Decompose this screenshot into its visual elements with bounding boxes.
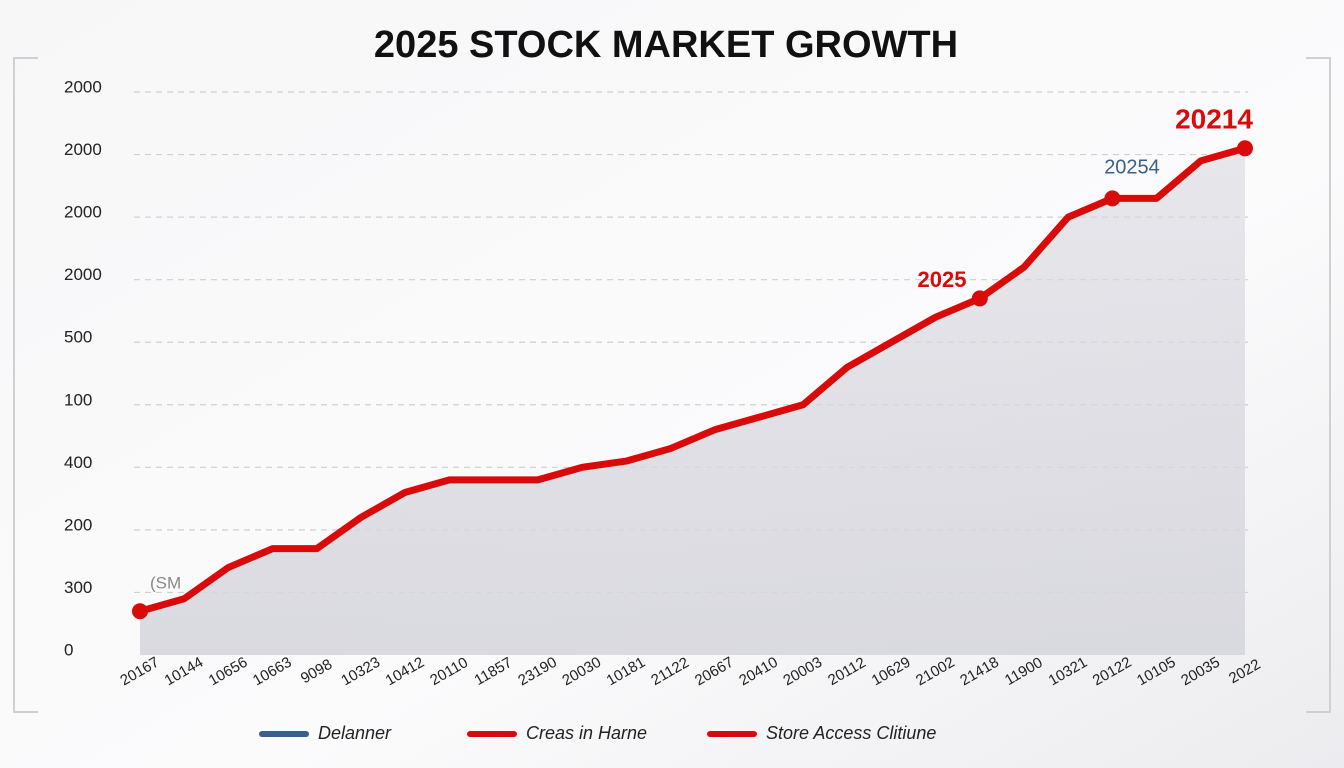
legend-label: Creas in Harne [526, 723, 647, 743]
legend-label: Delanner [318, 723, 392, 743]
frame-right [1306, 57, 1331, 713]
annotation: (SM [150, 573, 181, 592]
point-marker [971, 290, 988, 307]
annotation: 20214 [1175, 103, 1253, 134]
y-tick-label: 300 [64, 578, 92, 597]
point-marker [1104, 190, 1121, 207]
point-marker [1237, 140, 1253, 157]
y-tick-label: 400 [64, 453, 92, 472]
y-tick-label: 100 [64, 390, 92, 409]
y-tick-label: 200 [64, 515, 92, 534]
y-tick-label: 2000 [64, 265, 102, 284]
line [136, 144, 1249, 615]
point-marker [132, 603, 148, 620]
frame-left [13, 57, 38, 713]
area [140, 148, 1245, 656]
y-tick-label: 2000 [64, 77, 102, 96]
y-tick-label: 0 [64, 640, 73, 659]
y-tick-label: 2000 [64, 140, 102, 159]
annotation: 2025 [918, 267, 967, 292]
y-tick-label: 2000 [64, 203, 102, 222]
annotation: 20254 [1104, 156, 1160, 178]
legend-label: Store Access Clitiune [766, 723, 936, 743]
chart-title: 2025 STOCK MARKET GROWTH [374, 24, 958, 66]
y-tick-label: 500 [64, 328, 92, 347]
